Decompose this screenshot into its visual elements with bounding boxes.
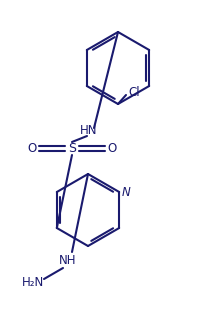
Text: S: S: [68, 141, 76, 154]
Text: HN: HN: [80, 124, 97, 137]
Text: O: O: [107, 141, 116, 154]
Text: Cl: Cl: [127, 86, 139, 99]
Text: N: N: [122, 185, 130, 198]
Text: H₂N: H₂N: [22, 275, 44, 288]
Text: NH: NH: [59, 254, 76, 267]
Text: O: O: [27, 141, 37, 154]
